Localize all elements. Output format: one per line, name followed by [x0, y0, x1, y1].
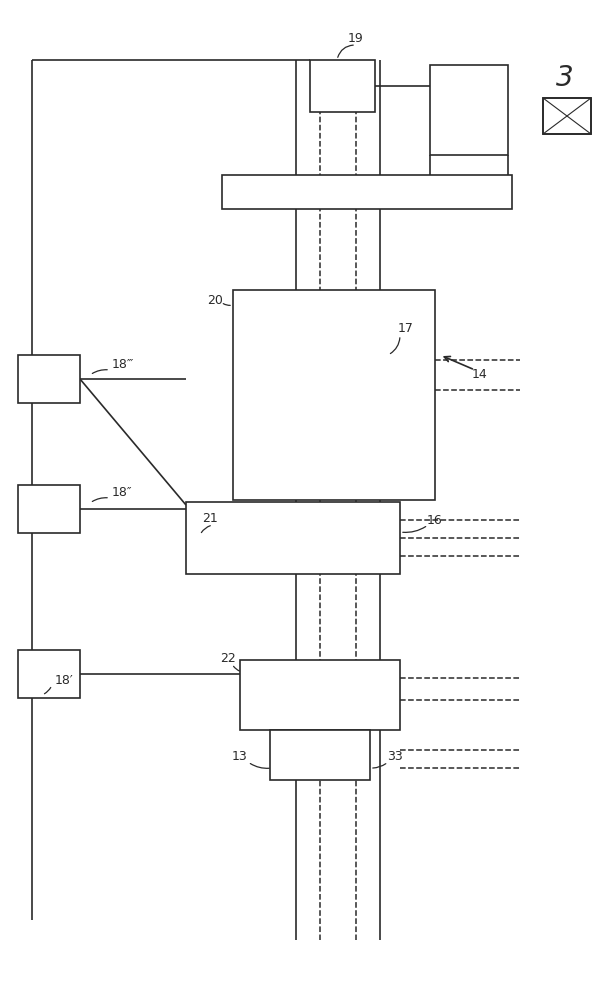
Text: 18′: 18′	[55, 674, 74, 686]
Text: 21: 21	[202, 512, 218, 524]
Text: 19: 19	[348, 31, 364, 44]
Text: 16: 16	[427, 514, 443, 526]
Text: 13: 13	[232, 750, 248, 762]
Text: 18″: 18″	[112, 487, 133, 499]
Text: 14: 14	[472, 368, 488, 381]
Bar	[270, 730, 370, 780]
Text: 22: 22	[220, 652, 236, 664]
Bar	[310, 60, 375, 112]
Bar	[18, 355, 80, 403]
Bar	[430, 65, 508, 155]
Bar	[18, 650, 80, 698]
Text: 20: 20	[207, 294, 223, 306]
Bar	[222, 175, 512, 209]
Bar	[186, 502, 400, 574]
Text: 3: 3	[556, 64, 574, 92]
Bar	[543, 98, 591, 134]
Bar	[18, 485, 80, 533]
Bar	[240, 660, 400, 730]
Bar	[543, 98, 591, 134]
Bar	[233, 290, 435, 500]
Text: 17: 17	[398, 322, 414, 334]
Text: 33: 33	[387, 750, 403, 762]
Text: 18‴: 18‴	[112, 359, 134, 371]
